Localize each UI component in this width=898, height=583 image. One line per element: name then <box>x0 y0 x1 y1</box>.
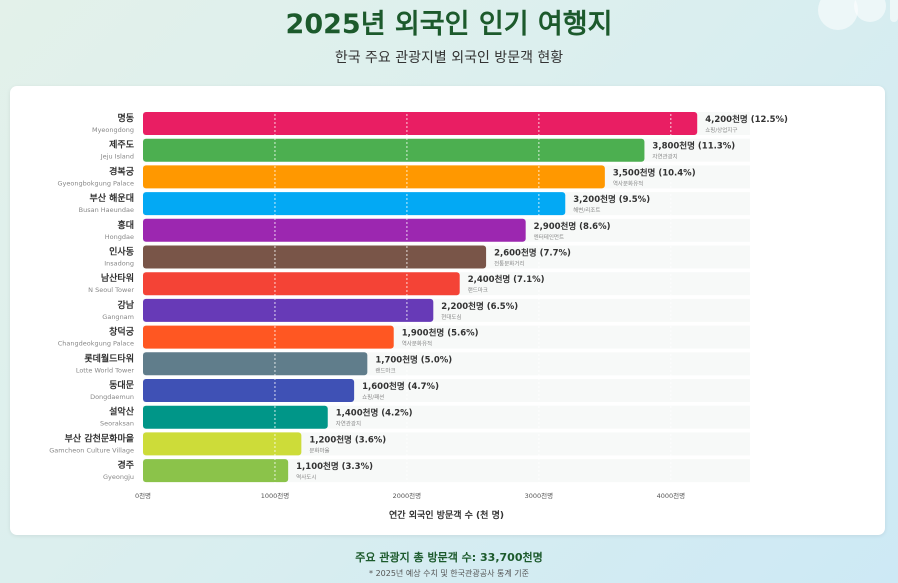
y-label-english: Seoraksan <box>100 420 134 428</box>
category-label: 역사도시 <box>296 473 316 481</box>
bar <box>143 192 566 216</box>
category-label: 랜드마크 <box>375 366 395 374</box>
bar <box>143 432 302 456</box>
data-label: 2,200천명 (6.5%) <box>441 301 518 312</box>
y-label-english: Gyeongju <box>103 473 134 481</box>
category-label: 자연관광지 <box>652 153 677 161</box>
y-label-korean: 경주 <box>117 459 134 471</box>
decorative-circles <box>818 0 898 30</box>
y-label-korean: 부산 해운대 <box>89 192 134 204</box>
data-label: 3,500천명 (10.4%) <box>613 167 696 178</box>
data-label: 1,100천명 (3.3%) <box>296 461 373 472</box>
y-label-korean: 창덕궁 <box>109 326 135 338</box>
page-subtitle: 한국 주요 관광지별 외국인 방문객 현황 <box>334 50 564 66</box>
data-label: 2,600천명 (7.7%) <box>494 248 571 259</box>
category-label: 현대도심 <box>441 313 461 321</box>
y-label-english: N Seoul Tower <box>88 286 134 294</box>
y-label-korean: 강남 <box>117 299 134 311</box>
category-label: 엔터테인먼트 <box>534 233 564 241</box>
bar <box>143 138 645 162</box>
category-label: 전통문화거리 <box>494 260 524 268</box>
category-label: 문화마을 <box>309 446 329 454</box>
category-label: 랜드마크 <box>468 286 488 294</box>
category-label: 자연관광지 <box>336 420 361 428</box>
category-label: 쇼핑/상업지구 <box>705 126 737 134</box>
y-label-korean: 동대문 <box>109 379 134 391</box>
y-label-korean: 남산타워 <box>101 272 134 284</box>
total-visitors: 주요 관광지 총 방문객 수: 33,700천명 <box>355 551 543 564</box>
data-label: 2,900천명 (8.6%) <box>534 221 611 232</box>
bar <box>143 352 368 376</box>
data-label: 1,700천명 (5.0%) <box>375 354 452 365</box>
bar <box>143 272 460 296</box>
y-label-english: Jeju Island <box>100 153 134 161</box>
bar <box>143 459 289 483</box>
bar <box>143 379 355 402</box>
y-label-korean: 홍대 <box>117 219 134 231</box>
y-label-english: Myeongdong <box>92 126 134 134</box>
y-label-korean: 부산 감천문화마을 <box>65 432 134 444</box>
data-label: 1,400천명 (4.2%) <box>336 408 413 419</box>
x-axis-title: 연간 외국인 방문객 수 (천 명) <box>389 509 504 521</box>
y-label-korean: 경복궁 <box>109 165 135 177</box>
y-label-english: Gyeongbokgung Palace <box>57 179 134 187</box>
x-tick-label: 0천명 <box>135 491 151 500</box>
bar <box>143 245 487 269</box>
bar <box>143 325 394 349</box>
data-label: 1,200천명 (3.6%) <box>309 434 386 445</box>
x-tick-label: 4000천명 <box>657 491 686 500</box>
data-label: 3,200천명 (9.5%) <box>573 194 650 205</box>
y-label-english: Gamcheon Culture Village <box>49 446 134 454</box>
y-label-korean: 명동 <box>117 112 134 124</box>
y-label-english: Changdeokgung Palace <box>58 340 134 348</box>
page-title: 2025년 외국인 인기 여행지 <box>285 9 613 40</box>
bar <box>143 218 526 242</box>
y-label-english: Busan Haeundae <box>79 206 134 214</box>
data-label: 1,600천명 (4.7%) <box>362 381 439 392</box>
y-label-english: Insadong <box>104 260 134 268</box>
data-label: 1,900천명 (5.6%) <box>402 328 479 339</box>
y-label-english: Dongdaemun <box>90 393 134 401</box>
bar <box>143 165 605 189</box>
chart-card: 명동 Myeongdong 제주도 Jeju Island 경복궁 Gyeongbokgu… <box>10 86 885 535</box>
bar <box>143 112 698 135</box>
y-label-korean: 인사동 <box>109 246 134 258</box>
category-label: 역사문화유적 <box>402 340 432 348</box>
category-label: 역사문화유적 <box>613 179 643 187</box>
bar <box>143 405 328 429</box>
category-label: 쇼핑/패션 <box>362 393 384 401</box>
y-label-korean: 제주도 <box>109 139 135 151</box>
x-tick-label: 2000천명 <box>393 491 422 500</box>
y-label-korean: 롯데월드타워 <box>84 352 134 364</box>
data-label: 3,800천명 (11.3%) <box>652 141 735 152</box>
y-label-english: Hongdae <box>105 233 134 241</box>
row-background <box>143 459 750 483</box>
x-tick-label: 3000천명 <box>525 491 554 500</box>
y-label-english: Lotte World Tower <box>76 366 134 374</box>
category-label: 해변/리조트 <box>573 206 600 214</box>
x-tick-label: 1000천명 <box>261 491 290 500</box>
source-note: * 2025년 예상 수치 및 한국관광공사 통계 기준 <box>369 569 529 578</box>
y-label-korean: 설악산 <box>109 406 135 418</box>
bar-chart: 명동 Myeongdong 제주도 Jeju Island 경복궁 Gyeongbokgu… <box>49 110 788 521</box>
y-label-english: Gangnam <box>102 313 134 321</box>
data-label: 2,400천명 (7.1%) <box>468 274 545 285</box>
data-label: 4,200천명 (12.5%) <box>705 114 788 125</box>
bar <box>143 298 434 322</box>
